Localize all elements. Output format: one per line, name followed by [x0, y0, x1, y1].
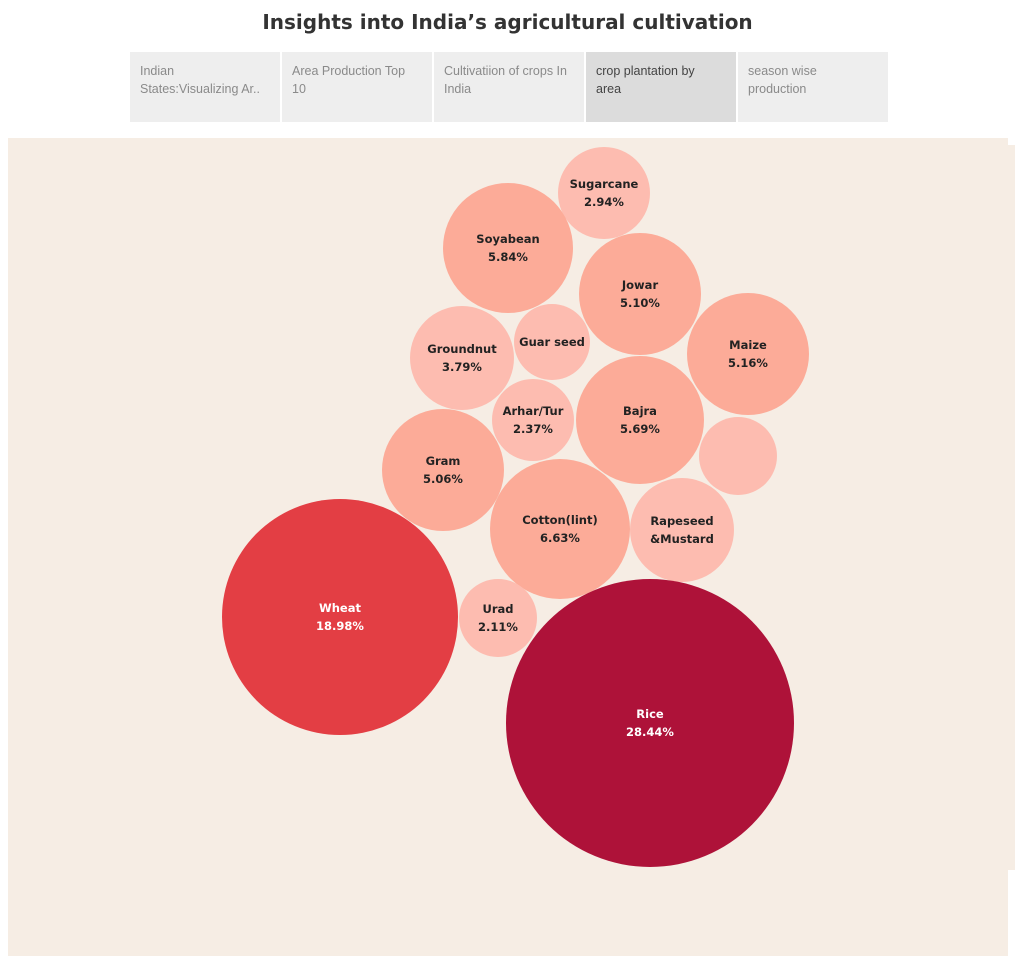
bubble-circle[interactable] [576, 356, 704, 484]
bubble-gram[interactable]: Gram 5.06% [382, 409, 504, 531]
bubble-value-label: 18.98% [316, 619, 364, 633]
bubble-guar-seed[interactable]: Guar seed [514, 304, 590, 380]
dashboard-tabs: Indian States:Visualizing Ar.. Area Prod… [130, 52, 888, 122]
bubble-circle[interactable] [630, 478, 734, 582]
bubble-rapeseed[interactable]: Rapeseed&Mustard [630, 478, 734, 582]
bubble-circle[interactable] [492, 379, 574, 461]
bubble-value-label: &Mustard [650, 532, 714, 546]
bubble-value-label: 5.69% [620, 422, 660, 436]
bubble-value-label: 28.44% [626, 725, 674, 739]
bubble-arhar-tur[interactable]: Arhar/Tur 2.37% [492, 379, 574, 461]
bubble-name-label: Groundnut [427, 342, 497, 356]
bubble-circle[interactable] [558, 147, 650, 239]
bubble-bajra[interactable]: Bajra 5.69% [576, 356, 704, 484]
bubble-name-label: Sugarcane [570, 177, 639, 191]
bubble-wheat[interactable]: Wheat 18.98% [222, 499, 458, 735]
bubble-value-label: 2.94% [584, 195, 624, 209]
bubble-circle[interactable] [579, 233, 701, 355]
tab-crop-plantation-by-area[interactable]: crop plantation by area [586, 52, 736, 122]
bubble-circle[interactable] [699, 417, 777, 495]
bubble-name-label: Arhar/Tur [503, 404, 564, 418]
bubble-name-label: Rice [636, 707, 664, 721]
bubble-name-label: Bajra [623, 404, 657, 418]
bubble-value-label: 5.06% [423, 472, 463, 486]
bubble-circle[interactable] [222, 499, 458, 735]
bubble-value-label: 6.63% [540, 531, 580, 545]
bubble-circle[interactable] [459, 579, 537, 657]
bubble-value-label: 3.79% [442, 360, 482, 374]
bubble-groundnut[interactable]: Groundnut 3.79% [410, 306, 514, 410]
bubble-cotton-lint[interactable]: Cotton(lint) 6.63% [490, 459, 630, 599]
bubble-name-label: Cotton(lint) [522, 513, 598, 527]
bubble-maize[interactable]: Maize 5.16% [687, 293, 809, 415]
bubble-value-label: 5.10% [620, 296, 660, 310]
panel-edge [1008, 145, 1015, 870]
bubble-soyabean[interactable]: Soyabean 5.84% [443, 183, 573, 313]
bubble-name-label: Urad [482, 602, 513, 616]
bubble-sugarcane[interactable]: Sugarcane 2.94% [558, 147, 650, 239]
bubble-jowar[interactable]: Jowar 5.10% [579, 233, 701, 355]
bubble-circle[interactable] [506, 579, 794, 867]
bubble-name-label: Gram [426, 454, 461, 468]
bubble-circle[interactable] [514, 304, 590, 380]
bubble-rice[interactable]: Rice 28.44% [506, 579, 794, 867]
bubble-name-label: Guar seed [519, 335, 585, 349]
bubble-name-label: Wheat [319, 601, 361, 615]
bubble-unlabeled[interactable] [699, 417, 777, 495]
tab-cultivation-of-crops[interactable]: Cultivatiion of crops In India [434, 52, 584, 122]
bubble-circle[interactable] [490, 459, 630, 599]
bubble-circle[interactable] [410, 306, 514, 410]
bubble-value-label: 2.11% [478, 620, 518, 634]
bubble-circle[interactable] [443, 183, 573, 313]
bubble-value-label: 5.16% [728, 356, 768, 370]
bubble-name-label: Soyabean [476, 232, 539, 246]
bubble-value-label: 5.84% [488, 250, 528, 264]
page-title: Insights into India’s agricultural culti… [262, 10, 753, 34]
bubble-name-label: Maize [729, 338, 767, 352]
tab-season-wise-production[interactable]: season wise production [738, 52, 888, 122]
bubble-name-label: Jowar [621, 278, 659, 292]
bubble-value-label: 2.37% [513, 422, 553, 436]
tab-area-production-top-10[interactable]: Area Production Top 10 [282, 52, 432, 122]
bubble-urad[interactable]: Urad 2.11% [459, 579, 537, 657]
bubble-circle[interactable] [382, 409, 504, 531]
tab-indian-states[interactable]: Indian States:Visualizing Ar.. [130, 52, 280, 122]
bubble-circle[interactable] [687, 293, 809, 415]
bubble-name-label: Rapeseed [650, 514, 713, 528]
